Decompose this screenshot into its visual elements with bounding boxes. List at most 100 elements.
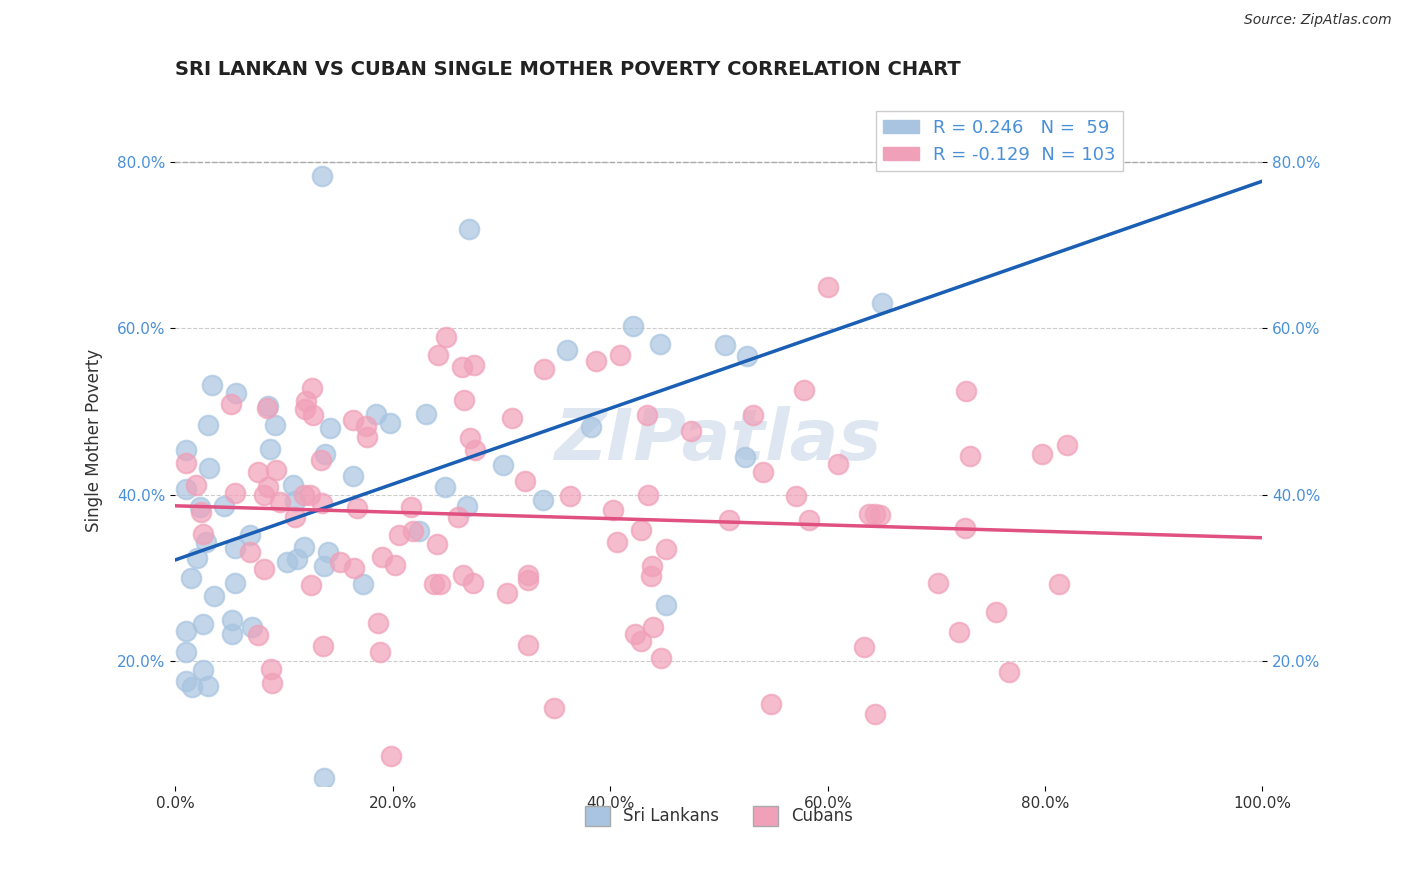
Point [269,495,291,509]
Point [346,501,368,516]
Point [224,576,246,591]
Point [870,296,893,310]
Point [501,410,523,425]
Point [342,413,364,427]
Point [451,360,474,375]
Point [516,573,538,587]
Point [294,402,316,417]
Point [221,627,243,641]
Point [378,416,401,430]
Point [492,458,515,472]
Point [259,662,281,676]
Point [176,673,198,688]
Point [609,348,631,362]
Legend: Sri Lankans, Cubans: Sri Lankans, Cubans [578,799,859,832]
Point [953,521,976,535]
Point [311,169,333,184]
Point [316,544,339,558]
Point [458,431,481,445]
Point [752,465,775,479]
Point [239,545,262,559]
Point [188,500,211,514]
Point [299,578,322,592]
Point [356,429,378,443]
Point [641,559,664,574]
Point [959,449,981,463]
Point [827,457,849,471]
Point [312,639,335,653]
Point [402,524,425,538]
Point [174,482,197,496]
Point [637,488,659,502]
Point [239,527,262,541]
Point [605,534,627,549]
Point [295,394,318,409]
Point [735,349,758,363]
Point [927,576,949,591]
Point [602,503,624,517]
Point [429,576,451,591]
Point [579,419,602,434]
Point [399,500,422,514]
Point [679,424,702,438]
Point [863,507,886,521]
Point [453,393,475,408]
Point [197,460,219,475]
Point [328,555,350,569]
Point [984,605,1007,619]
Point [219,397,242,411]
Point [734,450,756,464]
Point [247,628,270,642]
Point [190,504,212,518]
Point [426,348,449,362]
Point [191,527,214,541]
Point [264,463,287,477]
Point [186,551,208,566]
Point [543,701,565,715]
Point [852,640,875,654]
Point [180,571,202,585]
Point [366,407,388,421]
Point [301,381,323,395]
Point [948,624,970,639]
Point [263,418,285,433]
Point [560,489,582,503]
Point [955,384,977,398]
Point [224,541,246,555]
Point [276,556,298,570]
Point [655,541,678,556]
Point [426,537,449,551]
Point [858,508,880,522]
Point [197,679,219,693]
Point [433,480,456,494]
Point [343,561,366,575]
Point [367,616,389,631]
Point [253,488,276,502]
Point [202,589,225,603]
Point [224,485,246,500]
Point [281,478,304,492]
Point [997,665,1019,680]
Point [311,495,333,509]
Point [354,419,377,434]
Point [423,577,446,591]
Point [650,650,672,665]
Point [294,541,316,555]
Point [496,586,519,600]
Point [181,681,204,695]
Point [352,577,374,591]
Point [636,409,658,423]
Point [191,616,214,631]
Point [555,343,578,358]
Text: SRI LANKAN VS CUBAN SINGLE MOTHER POVERTY CORRELATION CHART: SRI LANKAN VS CUBAN SINGLE MOTHER POVERT… [176,60,962,78]
Point [623,626,645,640]
Point [240,620,263,634]
Point [863,706,886,721]
Point [1031,447,1053,461]
Point [370,550,392,565]
Point [197,418,219,433]
Point [314,447,336,461]
Point [259,442,281,456]
Point [434,330,457,344]
Point [533,362,555,376]
